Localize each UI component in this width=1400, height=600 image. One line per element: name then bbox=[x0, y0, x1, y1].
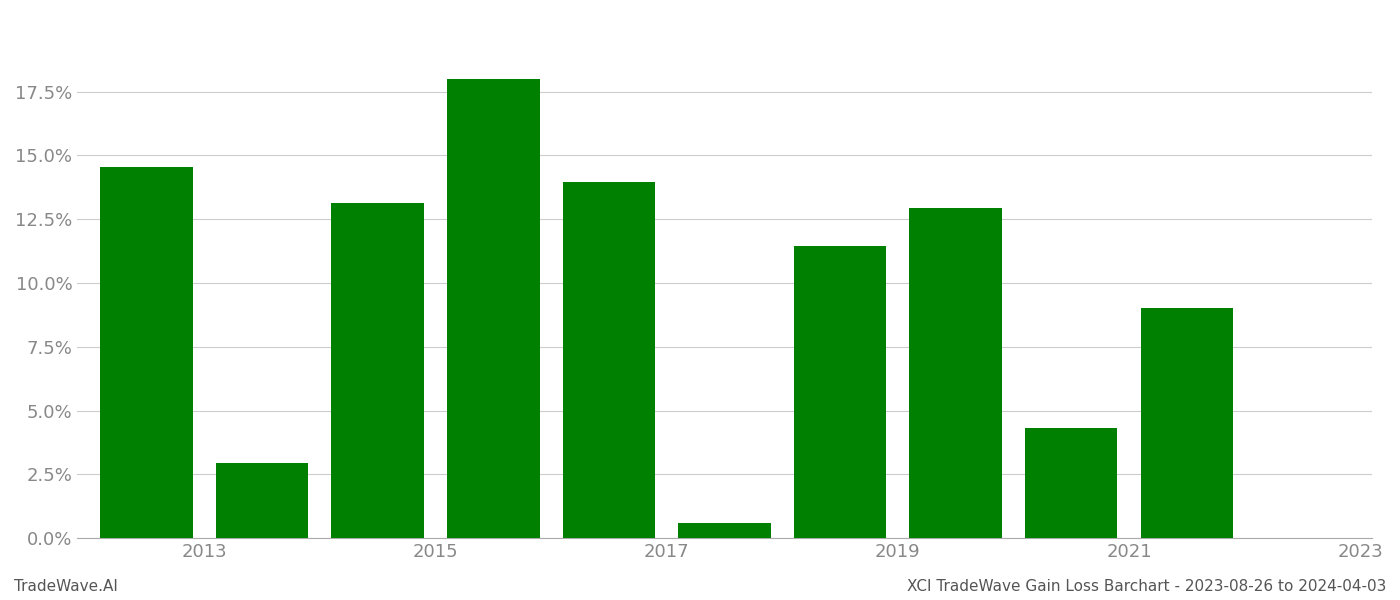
Bar bbox=[1141, 308, 1233, 538]
Bar bbox=[101, 167, 193, 538]
Text: XCI TradeWave Gain Loss Barchart - 2023-08-26 to 2024-04-03: XCI TradeWave Gain Loss Barchart - 2023-… bbox=[907, 579, 1386, 594]
Bar bbox=[678, 523, 771, 538]
Bar bbox=[1025, 428, 1117, 538]
Bar bbox=[563, 182, 655, 538]
Bar bbox=[794, 246, 886, 538]
Bar bbox=[447, 79, 539, 538]
Text: TradeWave.AI: TradeWave.AI bbox=[14, 579, 118, 594]
Bar bbox=[216, 463, 308, 538]
Bar bbox=[910, 208, 1002, 538]
Bar bbox=[332, 203, 424, 538]
